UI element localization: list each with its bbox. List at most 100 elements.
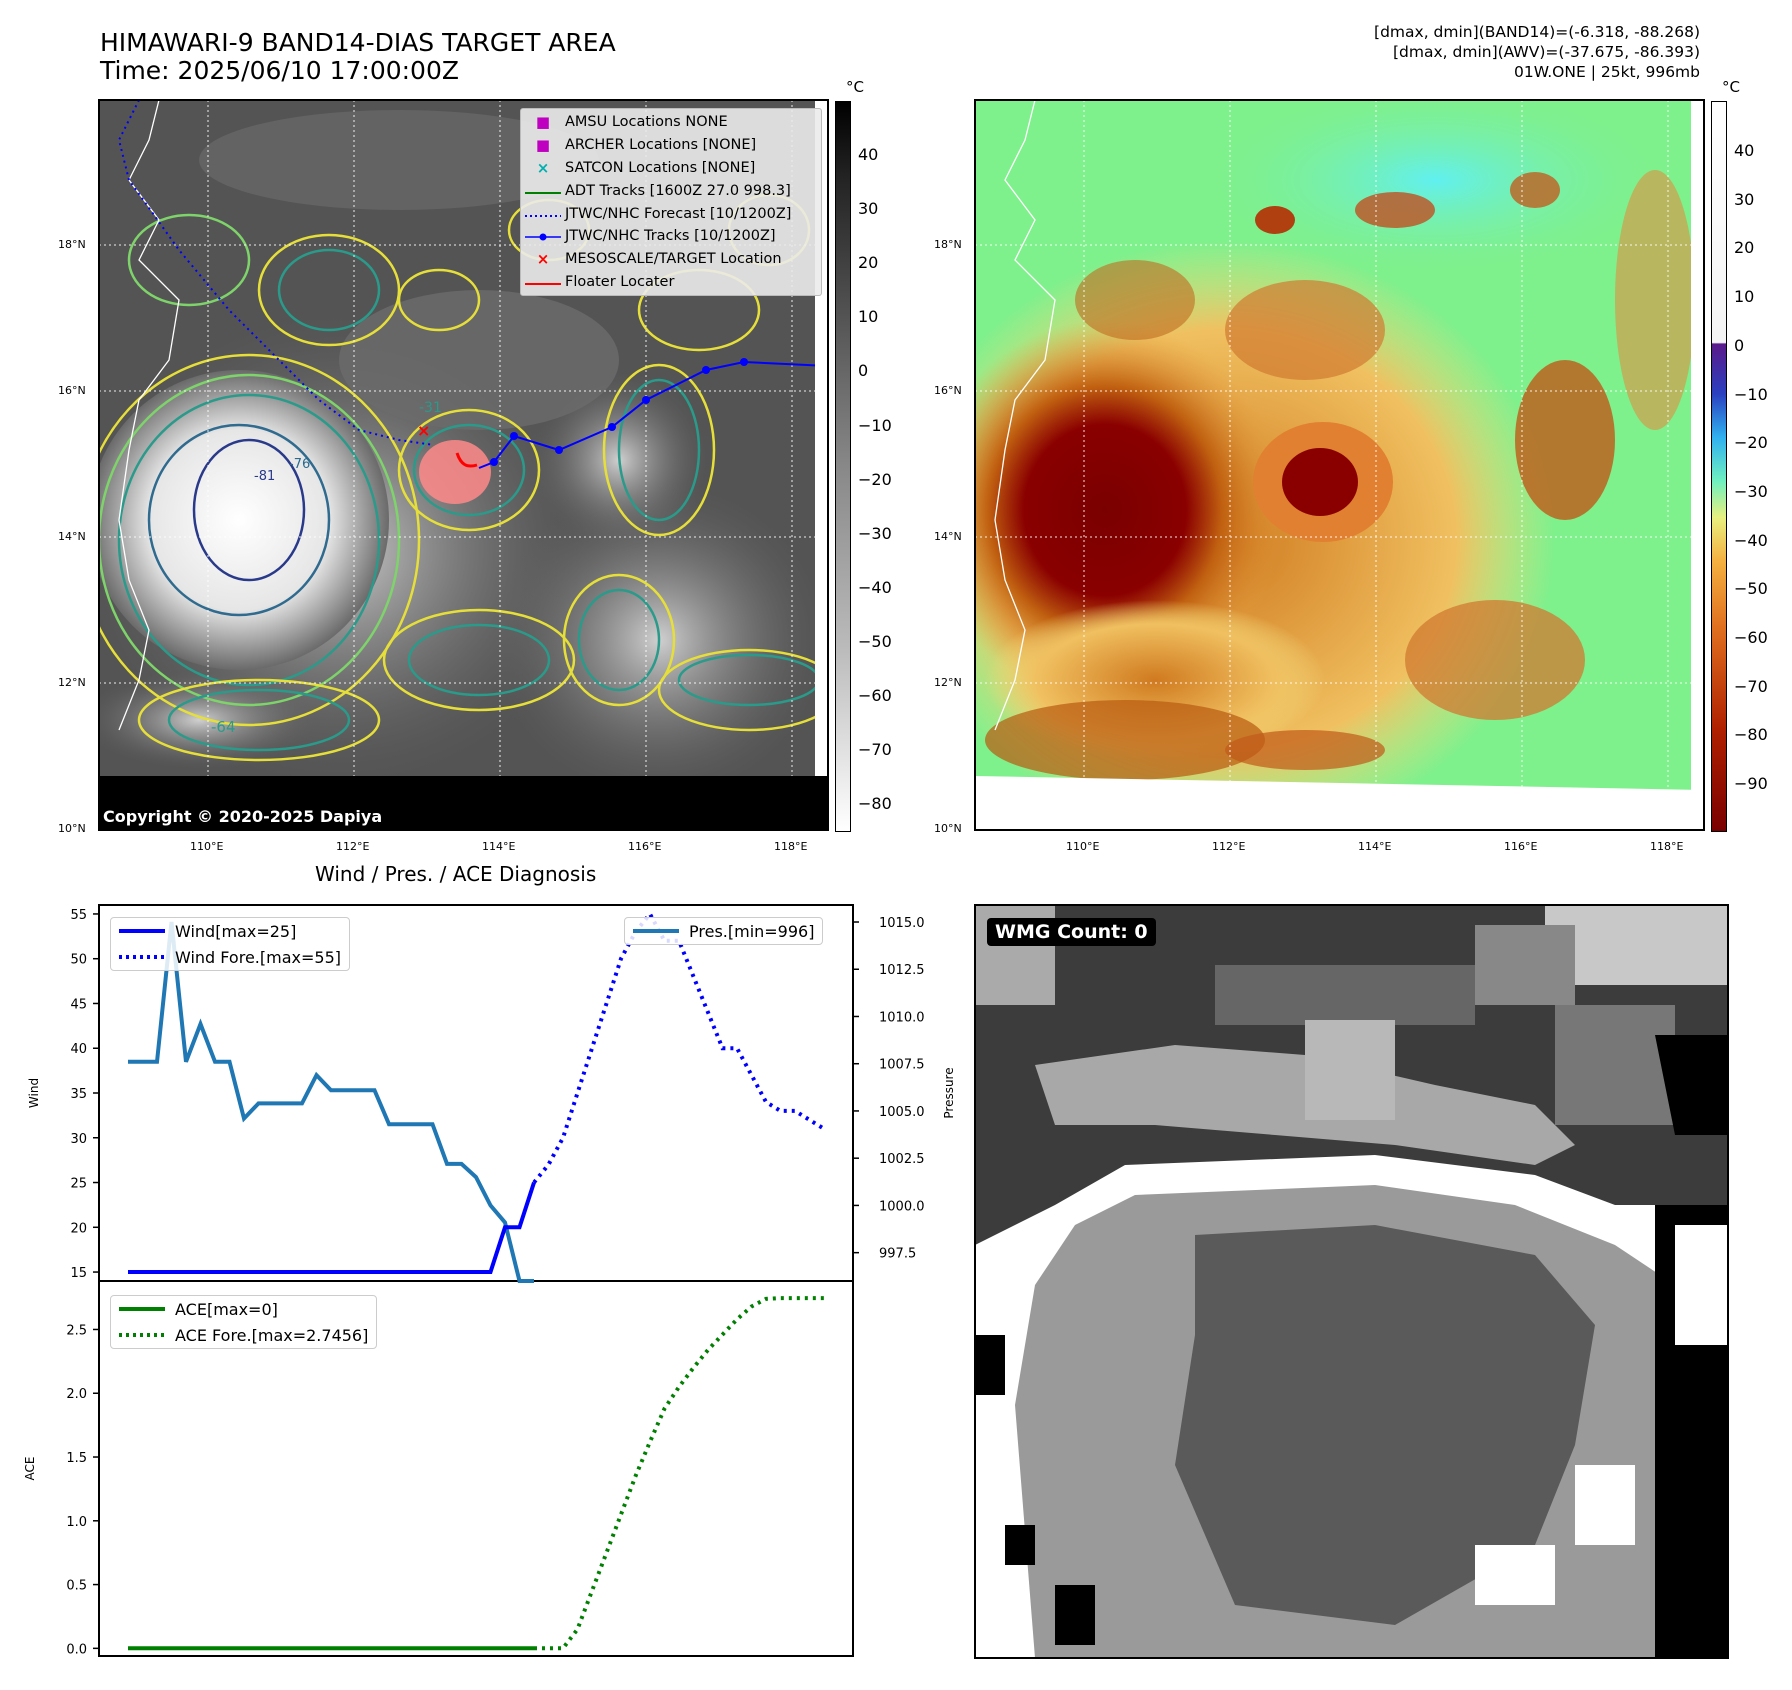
contour-label: -64 — [211, 718, 236, 736]
diagnosis-title: Wind / Pres. / ACE Diagnosis — [315, 862, 597, 886]
colorbar-tick: −60 — [858, 686, 892, 705]
awv-map-frame — [974, 99, 1705, 831]
legend-ace: ACE[max=0] — [111, 1296, 376, 1322]
colorbar-tick: −60 — [1734, 628, 1768, 647]
lat-label: 14°N — [934, 530, 962, 543]
ace-plot-frame — [98, 1280, 854, 1657]
legend-label: ACE Fore.[max=2.7456] — [175, 1325, 369, 1345]
legend-label: JTWC/NHC Forecast [10/1200Z] — [565, 205, 792, 222]
pres-legend: Pres.[min=996] — [624, 917, 824, 945]
y2-tick-label: 1010.0 — [879, 1010, 925, 1025]
legend-ace-fore: ACE Fore.[max=2.7456] — [111, 1322, 376, 1348]
legend-label: SATCON Locations [NONE] — [565, 159, 756, 176]
lon-label: 118°E — [774, 840, 808, 853]
legend-wind: Wind[max=25] — [111, 918, 349, 944]
wmg-panel — [975, 905, 1728, 1658]
legend-label: ADT Tracks [1600Z 27.0 998.3] — [565, 182, 791, 199]
colorbar-tick: 10 — [1734, 287, 1755, 307]
copyright: Copyright © 2020-2025 Dapiya — [103, 807, 383, 826]
y2-tick-label: 1005.0 — [879, 1105, 925, 1120]
lon-label: 118°E — [1650, 840, 1684, 853]
lon-label: 112°E — [1212, 840, 1246, 853]
colorbar-tick: −40 — [858, 577, 892, 597]
colorbar-tick: −30 — [1734, 481, 1768, 501]
series-line — [128, 1181, 536, 1274]
colorbar-tick: 20 — [858, 253, 879, 273]
y2-tick-label: 1002.5 — [879, 1152, 925, 1167]
contour-label: -76 — [289, 457, 310, 472]
y-tick-label: 2.5 — [66, 1323, 87, 1338]
lat-label: 10°N — [934, 822, 962, 835]
svg-text:×: × — [417, 421, 430, 440]
legend-label: ACE[max=0] — [175, 1299, 278, 1319]
y-tick-label: 0.0 — [66, 1642, 87, 1657]
legend-amsu: ■ AMSU Locations NONE — [535, 113, 728, 132]
lat-label: 16°N — [934, 384, 962, 397]
lat-label: 12°N — [934, 676, 962, 689]
legend-pres: Pres.[min=996] — [625, 918, 822, 944]
colorbar-tick: −30 — [858, 523, 892, 543]
legend-label: Pres.[min=996] — [689, 921, 815, 941]
legend-adt: ADT Tracks [1600Z 27.0 998.3] — [521, 179, 821, 202]
chart-time: Time: 2025/06/10 17:00:00Z — [100, 56, 459, 85]
chart-title: HIMAWARI-9 BAND14-DIAS TARGET AREA — [100, 28, 616, 57]
lon-label: 110°E — [190, 840, 224, 853]
colorbar-tick: −50 — [1734, 579, 1768, 599]
y-tick-label: 50 — [70, 953, 87, 968]
y2-tick-label: 1000.0 — [879, 1199, 925, 1214]
colorbar-tick: 40 — [1734, 141, 1755, 160]
lon-label: 112°E — [336, 840, 370, 853]
wind-legend: Wind[max=25] Wind Fore.[max=55] — [110, 917, 350, 971]
colorbar-tick: −20 — [1734, 433, 1768, 453]
colorbar-unit: °C — [846, 78, 864, 96]
y-tick-label: 15 — [70, 1266, 87, 1281]
y-tick-label: 0.5 — [66, 1579, 87, 1594]
legend-label: Wind[max=25] — [175, 921, 297, 941]
lat-label: 18°N — [934, 238, 962, 251]
legend-floater: Floater Locater — [521, 271, 821, 294]
lat-label: 10°N — [58, 822, 86, 835]
wmg-frame — [974, 904, 1729, 1659]
colorbar-tick: −90 — [1734, 774, 1768, 794]
legend-label: AMSU Locations NONE — [565, 114, 728, 131]
colorbar-tick: −40 — [1734, 530, 1768, 550]
lat-label: 16°N — [58, 384, 86, 397]
colorbar-tick: −10 — [858, 415, 892, 435]
series-line — [532, 910, 826, 1184]
series-line — [128, 921, 534, 1283]
contour-label: -81 — [254, 469, 275, 484]
ace-axis-label: ACE — [23, 1457, 37, 1481]
lat-label: 18°N — [58, 238, 86, 251]
legend-label: Floater Locater — [565, 273, 675, 290]
info-awv: [dmax, dmin](AWV)=(-37.675, -86.393) — [1393, 43, 1700, 61]
legend-wind-fore: Wind Fore.[max=55] — [111, 944, 349, 970]
colorbar-tick: −70 — [1734, 676, 1768, 696]
colorbar-tick: −50 — [858, 631, 892, 651]
legend-jtwc-tracks: JTWC/NHC Tracks [10/1200Z] — [521, 225, 821, 248]
series-line — [534, 1296, 824, 1651]
colorbar-tick: −80 — [1734, 725, 1768, 745]
colorbar-tick: 40 — [858, 145, 879, 164]
y-tick-label: 1.5 — [66, 1451, 87, 1466]
y2-tick-label: 1007.5 — [879, 1058, 925, 1073]
awv-colorbar — [1711, 101, 1727, 832]
legend-label: JTWC/NHC Tracks [10/1200Z] — [565, 228, 776, 245]
contour-label: -31 — [419, 400, 442, 416]
colorbar-tick: −80 — [858, 794, 892, 814]
legend-target: × MESOSCALE/TARGET Location — [536, 250, 782, 269]
colorbar-unit: °C — [1722, 78, 1740, 96]
legend-archer: ■ ARCHER Locations [NONE] — [535, 136, 757, 155]
y2-tick-label: 1012.5 — [879, 963, 925, 978]
legend-satcon: × SATCON Locations [NONE] — [536, 158, 756, 177]
y-tick-label: 25 — [70, 1177, 87, 1192]
colorbar-tick: −20 — [858, 469, 892, 489]
colorbar-tick: 30 — [858, 199, 879, 219]
pressure-axis-label: Pressure — [942, 1067, 956, 1118]
map-legend: ■ AMSU Locations NONE ■ ARCHER Locations [… — [520, 108, 822, 297]
y-tick-label: 40 — [70, 1042, 87, 1057]
awv-map-panel — [975, 100, 1704, 830]
lon-label: 116°E — [628, 840, 662, 853]
colorbar-tick: 10 — [858, 307, 879, 327]
ir-map-frame — [98, 99, 829, 831]
legend-label: MESOSCALE/TARGET Location — [565, 251, 782, 268]
